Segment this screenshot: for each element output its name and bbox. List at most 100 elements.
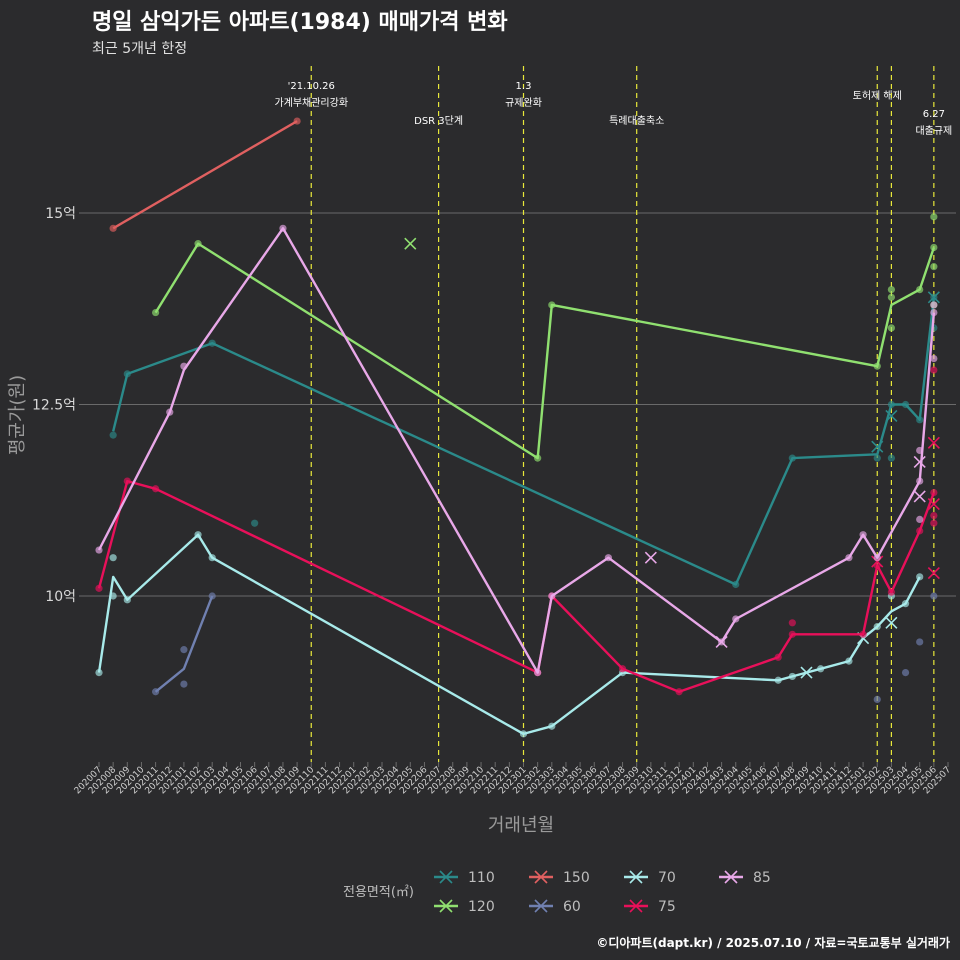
series-line-60 [154,595,214,693]
data-point [534,454,542,462]
data-point [788,454,796,462]
data-point [873,561,881,569]
legend: 전용면적(㎡) 110 120 150 60 70 75 85 [343,870,771,915]
data-point [180,680,188,688]
series-line-150 [112,120,298,230]
legend-swatch-cross [724,870,738,884]
data-point [887,400,896,409]
series-60 [152,592,938,704]
data-point [251,519,259,527]
y-axis-label: 평균가(원) [7,375,28,455]
data-point [166,408,174,416]
data-point [788,619,796,627]
legend-label: 120 [468,899,495,915]
event-label: 토허제 해제 [853,89,902,102]
data-point [732,615,740,623]
series-70 [95,531,924,738]
data-point [788,630,796,638]
y-axis-ticks: 10억 12.5억 15억 [32,206,85,605]
data-point [519,730,528,738]
legend-swatch-cross [534,870,548,884]
data-point [774,653,782,661]
data-point [845,554,853,562]
data-point [930,263,938,271]
cross-marker [885,409,898,423]
data-point [887,588,896,596]
series-line-85 [97,227,936,674]
cross-marker [871,555,884,568]
grid-layer [85,212,956,597]
series-line-120 [154,242,936,460]
series-120 [152,213,938,462]
legend-label: 85 [753,870,771,886]
data-point [901,400,910,409]
data-point [604,554,613,562]
series-line-75 [97,479,936,693]
data-point [180,362,188,370]
event-label: 6.27 [923,109,945,120]
data-point [887,293,896,301]
series-150 [109,117,301,232]
y-tick-label: 12.5억 [32,398,76,414]
data-point [930,519,938,527]
y-tick-label: 15억 [45,206,76,222]
data-point [208,339,216,347]
series-75 [95,366,940,696]
event-label: '21.10.26 [288,81,335,92]
data-point [95,546,103,554]
data-point [873,554,881,562]
data-point [548,592,556,600]
legend-label: 150 [563,870,590,886]
legend-item-75: 75 [624,899,676,915]
data-point [194,531,202,539]
cross-marker [927,436,940,449]
legend-item-85: 85 [719,870,771,886]
chart-subtitle: 최근 5개년 한정 [92,41,187,57]
data-point [859,630,867,638]
caption: ©디아파트(dapt.kr) / 2025.07.10 / 자료=국토교통부 실… [596,935,950,950]
data-point [916,416,924,424]
data-point [887,286,896,294]
legend-swatch-cross [629,899,643,913]
data-point [930,592,938,600]
data-point [788,672,796,681]
data-point [618,665,627,673]
data-point [732,580,740,589]
legend-label: 60 [563,899,581,915]
data-point [930,488,938,497]
data-point [548,722,556,730]
data-point [109,592,117,600]
series-110 [109,291,940,589]
data-point [152,688,160,696]
data-point [873,454,881,462]
cross-marker [800,666,813,679]
data-point [916,477,924,485]
data-point [152,308,160,317]
data-point [548,301,556,309]
data-point [930,308,938,317]
data-point [859,531,867,539]
data-point [293,117,301,125]
cross-marker [913,455,926,469]
data-point [109,554,117,562]
data-point [123,370,131,378]
legend-item-110: 110 [434,870,495,886]
legend-title: 전용면적(㎡) [343,885,414,900]
legend-swatch-cross [629,870,643,884]
data-point [95,669,103,677]
data-point [845,657,853,665]
data-point [930,213,938,221]
data-point [817,665,825,673]
series-85 [95,224,938,677]
data-point [916,573,924,581]
data-point [208,592,216,600]
data-point [916,446,924,455]
legend-item-120: 120 [434,899,495,915]
data-point [774,676,782,684]
legend-swatch-cross [534,899,548,913]
series-layer [95,117,940,738]
data-point [930,243,938,252]
legend-swatch-cross [439,899,453,913]
data-point [208,554,216,562]
chart-title: 명일 삼익가든 아파트(1984) 매매가격 변화 [92,10,508,35]
